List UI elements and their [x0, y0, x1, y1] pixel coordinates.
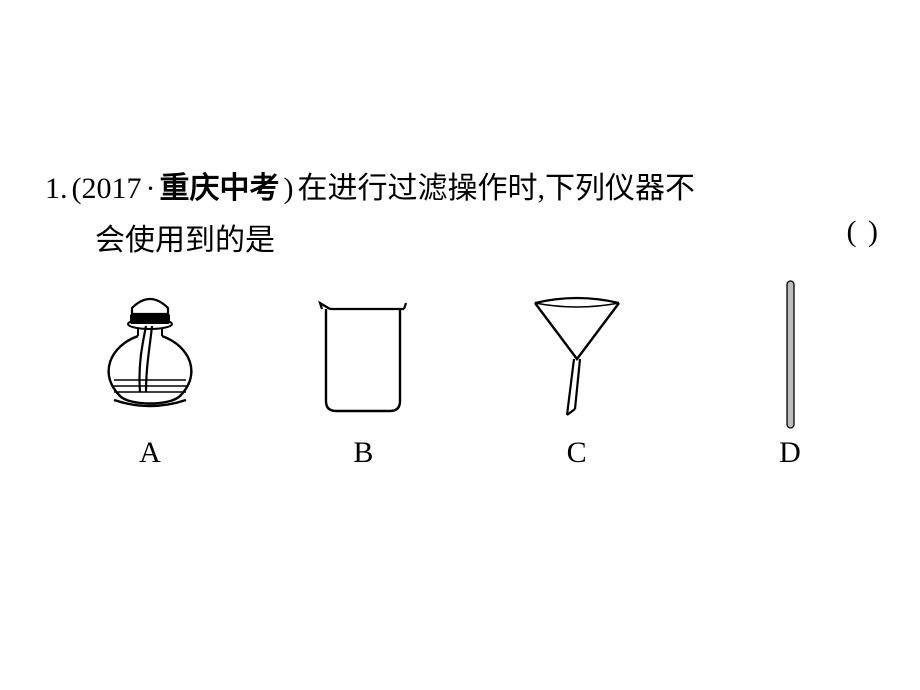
source-close: )	[284, 172, 294, 205]
option-label-a: A	[139, 436, 161, 470]
source-bold: 重庆中考	[160, 172, 280, 205]
option-d: D	[700, 284, 880, 470]
option-a: A	[60, 284, 240, 470]
question-line-2: 会使用到的是	[95, 215, 885, 259]
stem-part2: 会使用到的是	[95, 224, 275, 257]
option-label-c: C	[567, 436, 587, 470]
beaker-icon	[308, 284, 418, 424]
option-label-d: D	[779, 436, 801, 470]
option-label-b: B	[353, 436, 373, 470]
source-dot: ·	[146, 172, 156, 205]
option-row: A B	[60, 270, 880, 470]
option-c: C	[487, 284, 667, 470]
source-open: (2017	[72, 172, 142, 205]
alcohol-lamp-icon	[80, 284, 220, 424]
glass-rod-icon	[775, 284, 805, 424]
answer-blank: ( )	[847, 215, 880, 249]
option-b: B	[273, 284, 453, 470]
question-line-1: 1. (2017 · 重庆中考 ) 在进行过滤操作时,下列仪器不	[45, 160, 875, 217]
page: 1. (2017 · 重庆中考 ) 在进行过滤操作时,下列仪器不 会使用到的是 …	[0, 0, 920, 690]
stem-part1: 在进行过滤操作时,下列仪器不	[298, 172, 696, 205]
funnel-icon	[517, 284, 637, 424]
question-number: 1.	[45, 172, 68, 205]
